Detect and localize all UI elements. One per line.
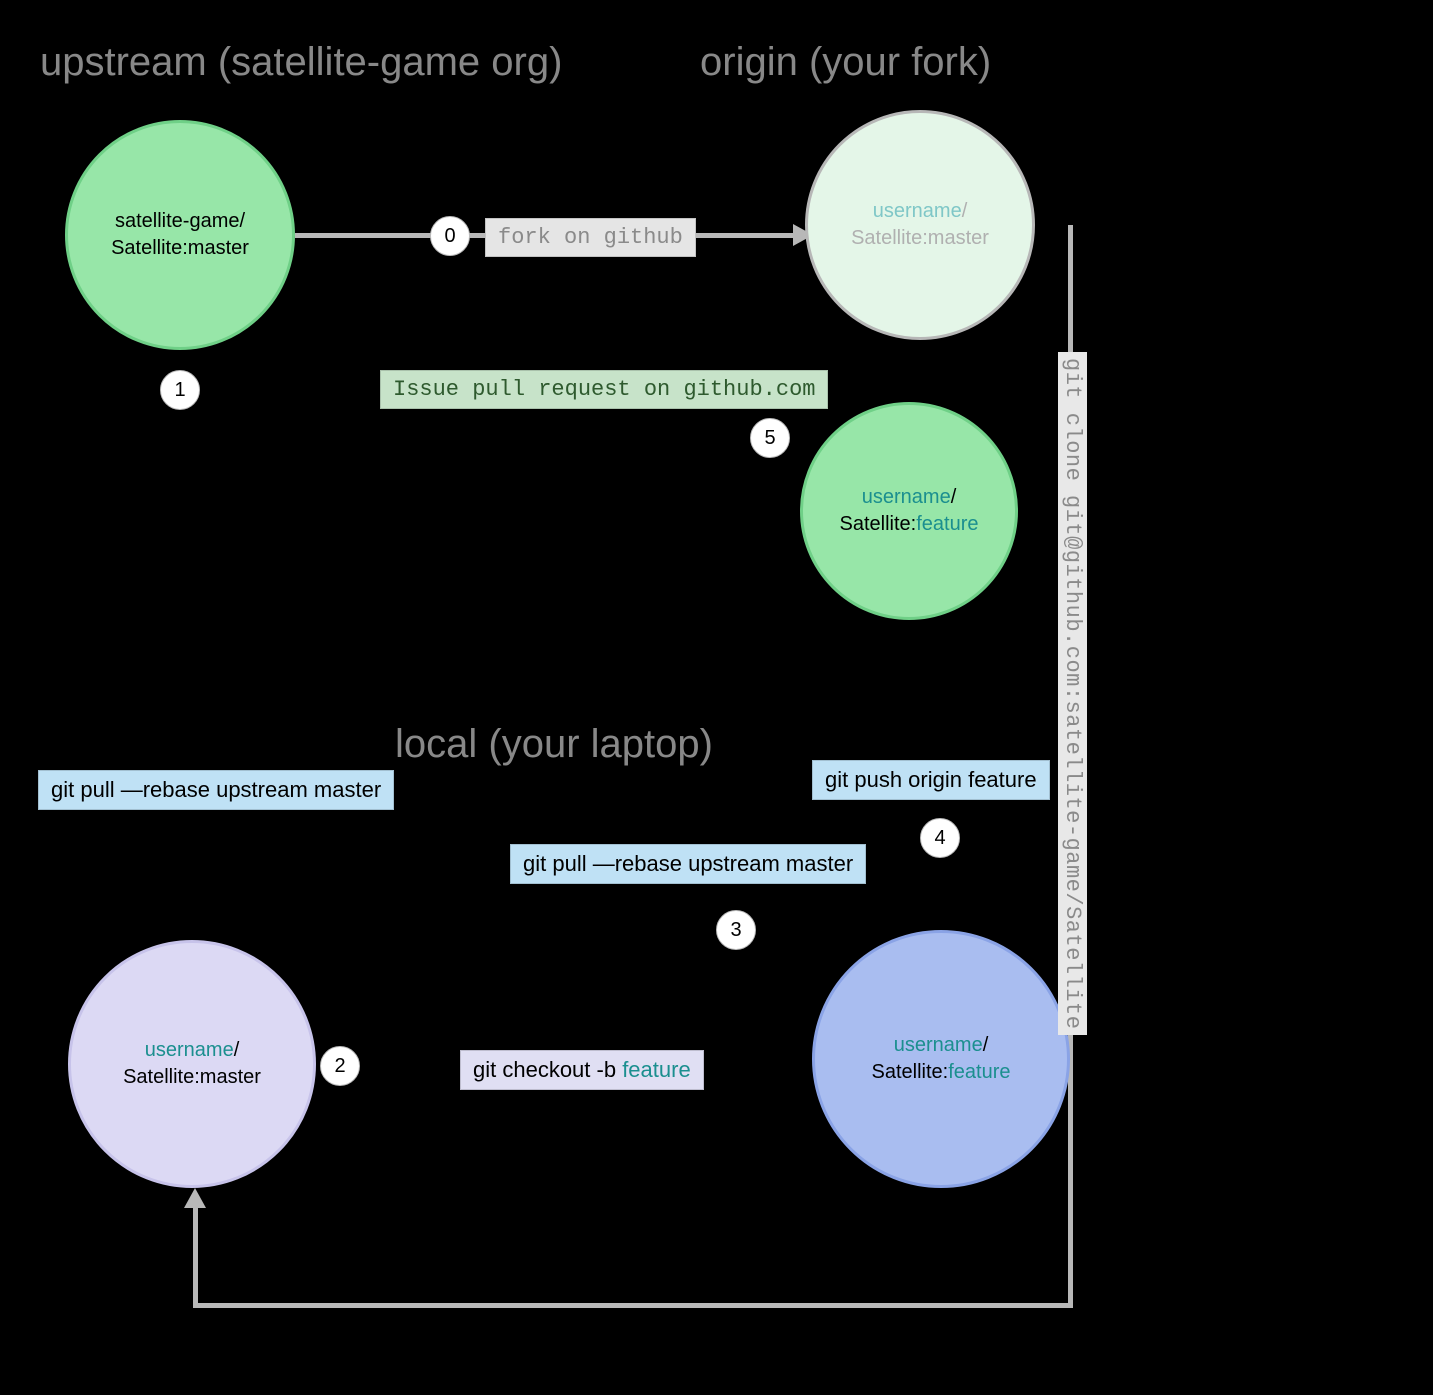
box-checkout: git checkout -b feature (460, 1050, 704, 1090)
node-origin-feature: username/ Satellite:feature (800, 402, 1018, 620)
node-upstream-line2: Satellite:master (111, 235, 249, 262)
box-checkout-branch: feature (622, 1057, 691, 1082)
step-badge-0: 0 (430, 216, 470, 256)
heading-upstream: upstream (satellite-game org) (40, 40, 562, 85)
node-upstream-master: satellite-game/ Satellite:master (65, 120, 295, 350)
step-badge-5: 5 (750, 418, 790, 458)
box-pull-upstream-1: git pull —rebase upstream master (38, 770, 394, 810)
node-local-master-line2: Satellite:master (123, 1064, 261, 1091)
step-badge-2: 2 (320, 1046, 360, 1086)
box-clone: git clone git@github.com:satellite-game/… (1058, 352, 1087, 1035)
node-local-master-line1: username/ (145, 1037, 240, 1064)
heading-origin: origin (your fork) (700, 40, 991, 85)
node-local-feature: username/ Satellite:feature (812, 930, 1070, 1188)
arrow-clone-upline (193, 1205, 198, 1308)
box-fork: fork on github (485, 218, 696, 257)
step-badge-3: 3 (716, 910, 756, 950)
heading-local: local (your laptop) (395, 722, 713, 767)
node-local-feature-line1: username/ (894, 1032, 989, 1059)
step-badge-1: 1 (160, 370, 200, 410)
arrow-clone-head (184, 1188, 206, 1208)
node-origin-master-line1: username/ (873, 198, 968, 225)
box-pull-request: Issue pull request on github.com (380, 370, 828, 409)
node-origin-master-line2: Satellite:master (851, 225, 989, 252)
node-upstream-line1: satellite-game/ (115, 208, 245, 235)
node-origin-feature-line1: username/ (862, 484, 957, 511)
node-origin-master: username/ Satellite:master (805, 110, 1035, 340)
box-pull-upstream-2: git pull —rebase upstream master (510, 844, 866, 884)
box-push: git push origin feature (812, 760, 1050, 800)
box-checkout-cmd: git checkout -b (473, 1057, 622, 1082)
step-badge-4: 4 (920, 818, 960, 858)
node-origin-feature-line2: Satellite:feature (840, 511, 979, 538)
node-local-master: username/ Satellite:master (68, 940, 316, 1188)
arrow-clone-hline (193, 1303, 1073, 1308)
node-local-feature-line2: Satellite:feature (872, 1059, 1011, 1086)
